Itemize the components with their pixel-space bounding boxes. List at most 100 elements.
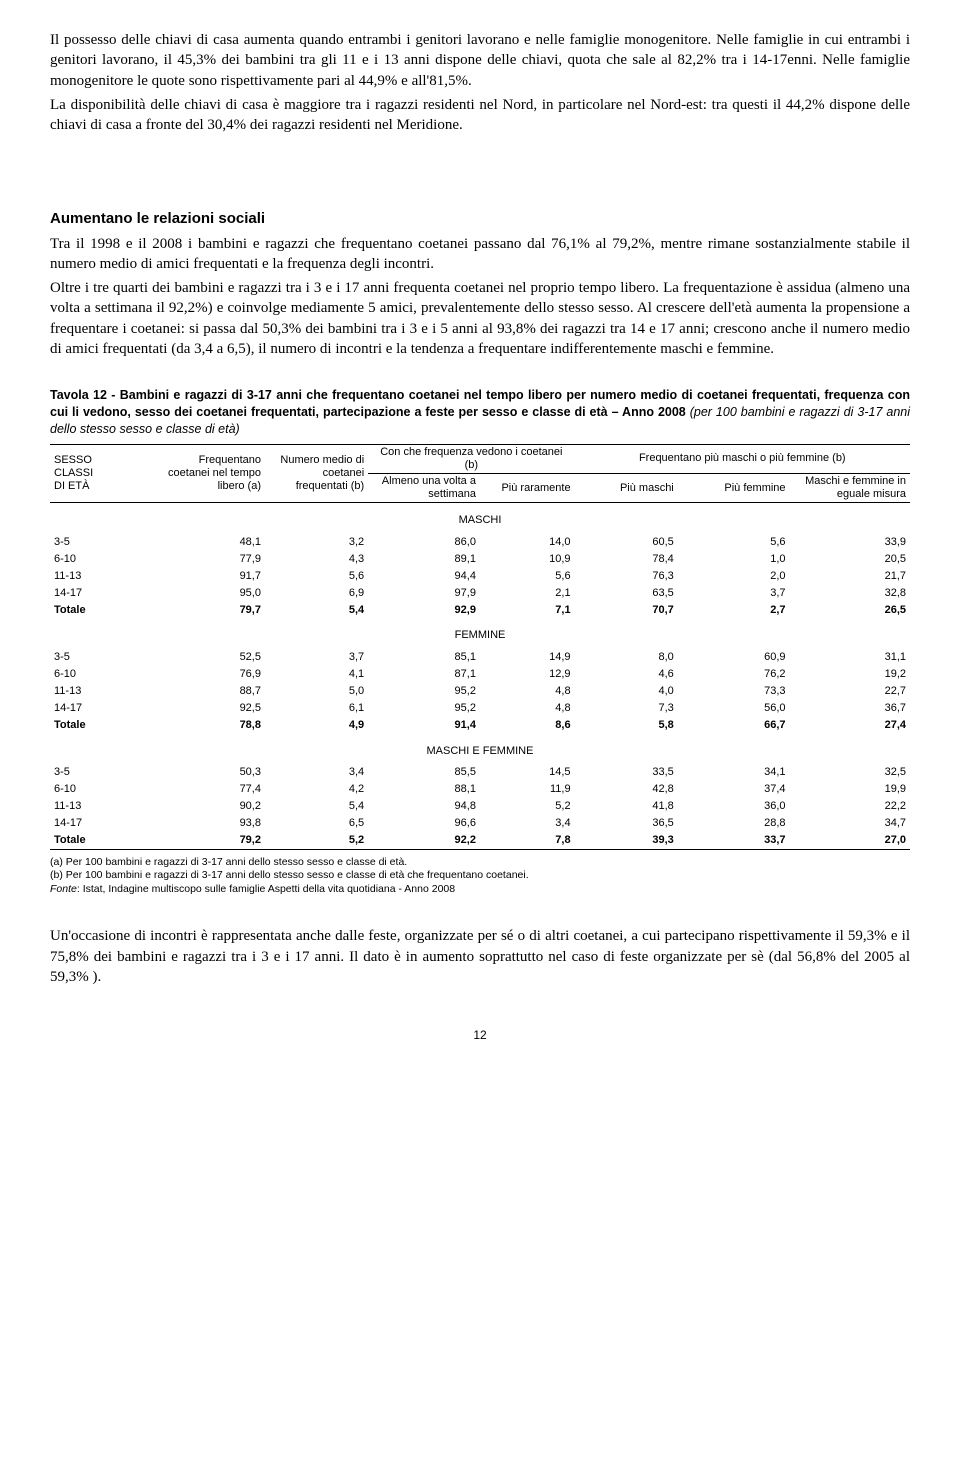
cell-value: 1,0 [678,551,790,568]
cell-value: 27,0 [790,832,910,849]
cell-value: 4,8 [480,700,575,717]
cell-value: 97,9 [368,585,480,602]
cell-value: 39,3 [575,832,678,849]
cell-value: 10,9 [480,551,575,568]
cell-value: 22,7 [790,683,910,700]
table-row: Totale79,75,492,97,170,72,726,5 [50,602,910,619]
cell-value: 77,4 [153,781,265,798]
cell-value: 94,8 [368,798,480,815]
cell-value: 79,2 [153,832,265,849]
cell-value: 2,0 [678,568,790,585]
section-paragraph-1: Tra il 1998 e il 2008 i bambini e ragazz… [50,234,910,275]
cell-value: 4,1 [265,666,368,683]
cell-value: 8,6 [480,717,575,734]
footnote-b: (b) Per 100 bambini e ragazzi di 3-17 an… [50,869,910,883]
cell-value: 78,4 [575,551,678,568]
cell-value: 86,0 [368,534,480,551]
row-label: 11-13 [50,568,153,585]
table-row: 14-1792,56,195,24,87,356,036,7 [50,700,910,717]
section-heading: Aumentano le relazioni sociali [50,209,910,229]
cell-value: 90,2 [153,798,265,815]
row-label: 3-5 [50,764,153,781]
hdr-g2b: Più femmine [678,474,790,503]
cell-value: 36,7 [790,700,910,717]
cell-value: 2,7 [678,602,790,619]
table-footnotes: (a) Per 100 bambini e ragazzi di 3-17 an… [50,856,910,897]
cell-value: 36,5 [575,815,678,832]
cell-value: 87,1 [368,666,480,683]
cell-value: 76,2 [678,666,790,683]
cell-value: 92,2 [368,832,480,849]
row-label: 11-13 [50,683,153,700]
cell-value: 3,7 [265,649,368,666]
hdr-g1b: Più raramente [480,474,575,503]
section-paragraph-2: Oltre i tre quarti dei bambini e ragazzi… [50,278,910,359]
cell-value: 95,2 [368,700,480,717]
cell-value: 92,9 [368,602,480,619]
cell-value: 85,5 [368,764,480,781]
cell-value: 22,2 [790,798,910,815]
hdr-g1: Con che frequenza vedono i coetanei (b) [368,444,574,473]
cell-value: 6,9 [265,585,368,602]
cell-value: 93,8 [153,815,265,832]
cell-value: 4,3 [265,551,368,568]
cell-value: 88,1 [368,781,480,798]
table-row: 11-1391,75,694,45,676,32,021,7 [50,568,910,585]
cell-value: 21,7 [790,568,910,585]
hdr-rowlabel: SESSO CLASSI DI ETÀ [50,444,153,503]
row-label: Totale [50,717,153,734]
hdr-c1: Frequentano coetanei nel tempo libero (a… [153,444,265,503]
cell-value: 73,3 [678,683,790,700]
cell-value: 91,7 [153,568,265,585]
row-label: 6-10 [50,666,153,683]
cell-value: 3,4 [480,815,575,832]
cell-value: 89,1 [368,551,480,568]
table-row: 6-1076,94,187,112,94,676,219,2 [50,666,910,683]
hdr-g2: Frequentano più maschi o più femmine (b) [575,444,910,473]
table-group-label: FEMMINE [50,618,910,649]
hdr-c2: Numero medio di coetanei frequentati (b) [265,444,368,503]
closing-paragraph: Un'occasione di incontri è rappresentata… [50,926,910,987]
table-title: Tavola 12 - Bambini e ragazzi di 3-17 an… [50,387,910,438]
cell-value: 56,0 [678,700,790,717]
cell-value: 92,5 [153,700,265,717]
cell-value: 52,5 [153,649,265,666]
table-12: SESSO CLASSI DI ETÀ Frequentano coetanei… [50,444,910,850]
cell-value: 36,0 [678,798,790,815]
table-row: 14-1793,86,596,63,436,528,834,7 [50,815,910,832]
cell-value: 5,6 [678,534,790,551]
cell-value: 19,9 [790,781,910,798]
table-row: 11-1388,75,095,24,84,073,322,7 [50,683,910,700]
intro-paragraph-2: La disponibilità delle chiavi di casa è … [50,95,910,136]
row-label: 14-17 [50,700,153,717]
cell-value: 4,8 [480,683,575,700]
row-label: 14-17 [50,815,153,832]
table-row: 3-552,53,785,114,98,060,931,1 [50,649,910,666]
cell-value: 14,5 [480,764,575,781]
cell-value: 32,5 [790,764,910,781]
table-group-label: MASCHI [50,503,910,534]
cell-value: 14,9 [480,649,575,666]
table-row: 14-1795,06,997,92,163,53,732,8 [50,585,910,602]
cell-value: 5,4 [265,602,368,619]
cell-value: 79,7 [153,602,265,619]
table-row: 3-550,33,485,514,533,534,132,5 [50,764,910,781]
cell-value: 33,5 [575,764,678,781]
cell-value: 96,6 [368,815,480,832]
footnote-source-label: Fonte [50,883,77,895]
cell-value: 5,4 [265,798,368,815]
cell-value: 42,8 [575,781,678,798]
cell-value: 37,4 [678,781,790,798]
cell-value: 77,9 [153,551,265,568]
cell-value: 78,8 [153,717,265,734]
cell-value: 6,5 [265,815,368,832]
cell-value: 8,0 [575,649,678,666]
cell-value: 3,4 [265,764,368,781]
row-label: 3-5 [50,534,153,551]
cell-value: 19,2 [790,666,910,683]
cell-value: 6,1 [265,700,368,717]
cell-value: 85,1 [368,649,480,666]
cell-value: 11,9 [480,781,575,798]
cell-value: 95,2 [368,683,480,700]
cell-value: 5,2 [480,798,575,815]
